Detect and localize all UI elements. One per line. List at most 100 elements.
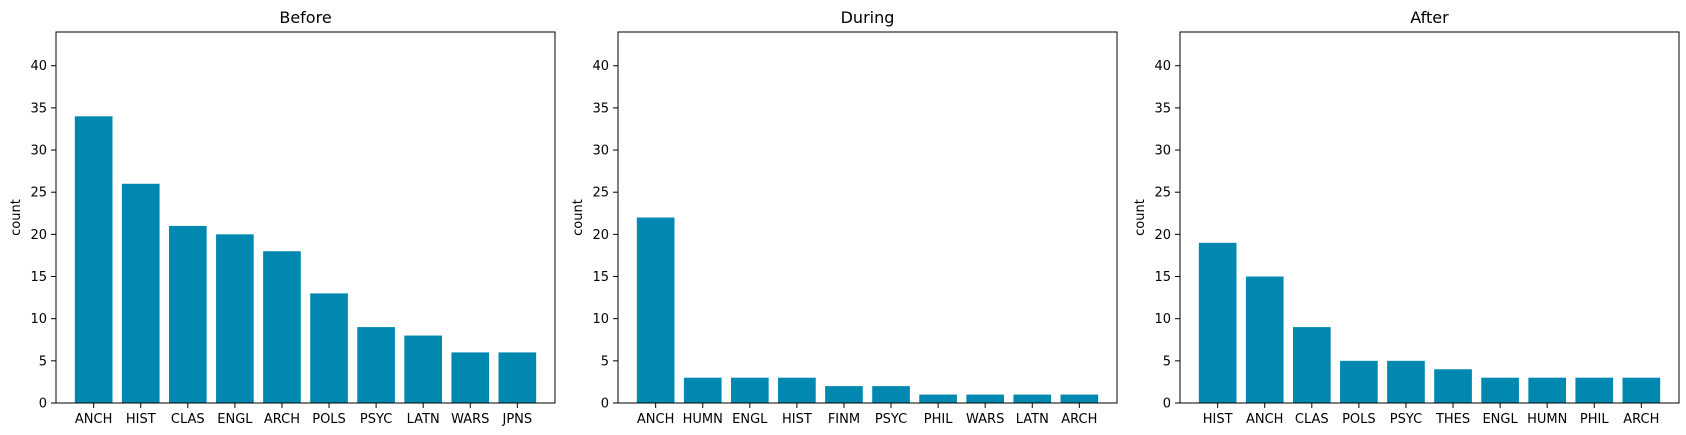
y-tick-label: 10 bbox=[592, 312, 609, 327]
bar-arch bbox=[263, 251, 301, 403]
chart-panel-0: ANCH HIST CLAS ENGL ARCH POLS PSYC LATN WARS JPNS… bbox=[9, 8, 556, 427]
bar-phil bbox=[919, 394, 957, 403]
bar-anch bbox=[1245, 276, 1284, 403]
y-axis-label: count bbox=[571, 199, 586, 236]
y-tick-label: 40 bbox=[30, 59, 47, 74]
y-tick-label: 30 bbox=[592, 144, 609, 159]
y-tick-label: 30 bbox=[1154, 144, 1171, 159]
panel-title: After bbox=[1410, 8, 1449, 27]
x-tick-label: ANCH bbox=[75, 412, 112, 427]
bar-psyc bbox=[1387, 360, 1425, 403]
bar-engl bbox=[216, 234, 254, 403]
y-tick-label: 5 bbox=[39, 354, 47, 369]
y-tick-label: 15 bbox=[592, 270, 609, 285]
x-tick-label: HIST bbox=[782, 412, 812, 427]
chart-panel-1: ANCH HUMN ENGL HIST FINM PSYC PHIL WARS LATN ARCH… bbox=[571, 8, 1118, 427]
y-tick-label: 0 bbox=[39, 397, 47, 412]
x-tick-label: PSYC bbox=[875, 412, 907, 427]
bar-arch bbox=[1622, 377, 1661, 403]
x-tick-label: HUMN bbox=[683, 412, 723, 427]
bar-psyc bbox=[357, 327, 395, 403]
bar-psyc bbox=[872, 386, 910, 403]
y-axis-label: count bbox=[1133, 199, 1148, 236]
bar-jpns bbox=[498, 352, 537, 403]
axes-frame bbox=[1179, 31, 1680, 404]
y-tick-label: 35 bbox=[30, 101, 47, 116]
x-tick-label: ENGL bbox=[1482, 412, 1518, 427]
y-tick-label: 40 bbox=[1154, 59, 1171, 74]
axes-frame bbox=[617, 31, 1118, 404]
x-tick-label: PHIL bbox=[924, 412, 953, 427]
chart-panel-2: HIST ANCH CLAS POLS PSYC THES ENGL HUMN PHIL ARCH… bbox=[1133, 8, 1680, 427]
bar-hist bbox=[778, 377, 816, 403]
bar-finm bbox=[825, 386, 863, 403]
y-tick-label: 0 bbox=[601, 397, 609, 412]
x-tick-label: ARCH bbox=[264, 412, 300, 427]
bar-pols bbox=[1340, 360, 1378, 403]
y-tick-label: 30 bbox=[30, 144, 47, 159]
bar-clas bbox=[168, 225, 207, 403]
y-tick-label: 20 bbox=[30, 228, 47, 243]
x-tick-label: THES bbox=[1435, 412, 1470, 427]
bar-clas bbox=[1292, 327, 1331, 403]
bar-hist bbox=[121, 183, 160, 403]
y-tick-label: 0 bbox=[1163, 397, 1171, 412]
x-tick-label: LATN bbox=[1016, 412, 1049, 427]
x-tick-label: PSYC bbox=[360, 412, 392, 427]
y-tick-label: 20 bbox=[592, 228, 609, 243]
x-tick-label: JPNS bbox=[502, 412, 533, 427]
bar-pols bbox=[310, 293, 348, 403]
y-tick-label: 15 bbox=[30, 270, 47, 285]
bar-phil bbox=[1575, 377, 1614, 403]
bar-anch bbox=[74, 116, 113, 403]
bar-wars bbox=[451, 352, 490, 403]
y-tick-label: 35 bbox=[1154, 101, 1171, 116]
x-tick-label: WARS bbox=[451, 412, 489, 427]
x-tick-label: FINM bbox=[828, 412, 860, 427]
y-tick-label: 5 bbox=[1163, 354, 1171, 369]
x-tick-label: HIST bbox=[1203, 412, 1233, 427]
x-tick-label: PSYC bbox=[1390, 412, 1422, 427]
bar-hist bbox=[1198, 242, 1237, 403]
x-tick-label: POLS bbox=[312, 412, 346, 427]
y-tick-label: 10 bbox=[30, 312, 47, 327]
bar-engl bbox=[1481, 377, 1519, 403]
y-axis-label: count bbox=[9, 199, 24, 236]
x-tick-label: ARCH bbox=[1623, 412, 1659, 427]
y-tick-label: 25 bbox=[1154, 186, 1171, 201]
panel-title: Before bbox=[279, 8, 331, 27]
x-tick-label: ARCH bbox=[1061, 412, 1097, 427]
x-tick-label: POLS bbox=[1342, 412, 1376, 427]
axes-frame bbox=[55, 31, 556, 404]
x-tick-label: ENGL bbox=[217, 412, 253, 427]
x-tick-label: CLAS bbox=[171, 412, 205, 427]
bar-thes bbox=[1434, 369, 1472, 403]
x-tick-label: WARS bbox=[966, 412, 1004, 427]
y-tick-label: 10 bbox=[1154, 312, 1171, 327]
y-tick-label: 25 bbox=[30, 186, 47, 201]
x-tick-label: ANCH bbox=[1246, 412, 1283, 427]
bar-engl bbox=[730, 377, 769, 403]
x-tick-label: CLAS bbox=[1295, 412, 1329, 427]
x-tick-label: ENGL bbox=[732, 412, 768, 427]
y-tick-label: 5 bbox=[601, 354, 609, 369]
bar-latn bbox=[404, 335, 443, 403]
x-tick-label: HUMN bbox=[1527, 412, 1567, 427]
y-tick-label: 35 bbox=[592, 101, 609, 116]
y-tick-label: 25 bbox=[592, 186, 609, 201]
y-tick-label: 15 bbox=[1154, 270, 1171, 285]
y-tick-label: 40 bbox=[592, 59, 609, 74]
bar-latn bbox=[1013, 394, 1052, 403]
bar-wars bbox=[966, 394, 1005, 403]
x-tick-label: PHIL bbox=[1580, 412, 1609, 427]
bar-arch bbox=[1060, 394, 1099, 403]
bar-anch bbox=[636, 217, 675, 403]
y-tick-label: 20 bbox=[1154, 228, 1171, 243]
bar-humn bbox=[683, 377, 722, 403]
panel-title: During bbox=[841, 8, 895, 27]
bar-humn bbox=[1528, 377, 1567, 403]
x-tick-label: LATN bbox=[407, 412, 440, 427]
x-tick-label: HIST bbox=[126, 412, 156, 427]
x-tick-label: ANCH bbox=[637, 412, 674, 427]
